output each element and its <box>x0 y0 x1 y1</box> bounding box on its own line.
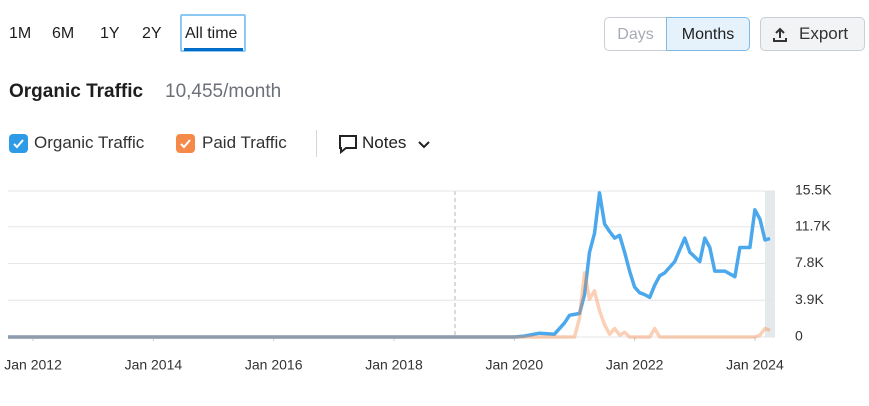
toggle-days[interactable]: Days <box>604 17 667 51</box>
selected-outline <box>180 14 246 52</box>
notes-button[interactable]: Notes <box>362 133 407 152</box>
chart: 0 3.9K 7.8K 11.7K 15.5K Jan 2012 Jan 2014 Jan 2… <box>4 182 832 373</box>
period-button[interactable]: 1Y <box>100 25 120 42</box>
y-tick-label: 3.9K <box>795 291 824 307</box>
chevron <box>418 141 430 149</box>
period-button[interactable]: 2Y <box>142 25 162 42</box>
series-line <box>8 271 771 339</box>
legend-label: Organic Traffic <box>34 133 145 152</box>
y-tick-label: 0 <box>795 328 803 344</box>
period-button[interactable]: 6M <box>52 25 75 42</box>
export-label: Export <box>799 24 849 43</box>
legend-label: Paid Traffic <box>202 133 287 152</box>
y-tick-label: 11.7K <box>795 217 831 233</box>
notes-icon <box>339 135 357 154</box>
metric-title: Organic Traffic <box>9 81 144 102</box>
toggle-months[interactable]: Months <box>666 17 750 51</box>
checkbox-paid[interactable] <box>176 134 195 153</box>
x-tick-label: Jan 2022 <box>606 357 664 373</box>
metric-value: 10,455/month <box>165 81 282 102</box>
y-tick-label: 15.5K <box>795 182 832 198</box>
x-tick-label: Jan 2014 <box>125 357 183 373</box>
y-tick-label: 7.8K <box>795 254 824 270</box>
period-button[interactable]: 1M <box>9 25 32 42</box>
x-tick-label: Jan 2016 <box>245 357 303 373</box>
export-icon <box>773 27 787 42</box>
period-button[interactable]: All time <box>185 25 238 42</box>
divider <box>316 130 317 157</box>
series-line <box>8 191 771 339</box>
x-tick-label: Jan 2020 <box>486 357 544 373</box>
x-tick-label: Jan 2018 <box>365 357 423 373</box>
checkbox-organic[interactable] <box>9 134 28 153</box>
x-tick-label: Jan 2012 <box>4 357 62 373</box>
selected-underline <box>184 48 243 51</box>
export-button[interactable]: Export <box>760 17 865 51</box>
x-tick-label: Jan 2024 <box>726 357 784 373</box>
